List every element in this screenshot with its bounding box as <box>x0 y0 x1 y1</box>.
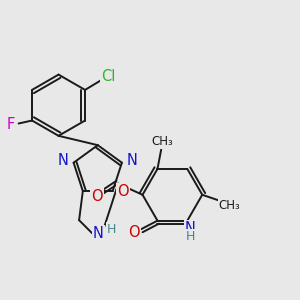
Text: CH₃: CH₃ <box>151 135 173 148</box>
Text: Cl: Cl <box>101 69 116 84</box>
Text: N: N <box>127 153 138 168</box>
Text: N: N <box>93 226 104 242</box>
Text: H: H <box>107 223 116 236</box>
Text: O: O <box>117 184 129 199</box>
Text: O: O <box>128 226 140 241</box>
Text: H: H <box>186 230 195 243</box>
Text: N: N <box>58 153 69 168</box>
Text: F: F <box>6 117 14 132</box>
Text: CH₃: CH₃ <box>219 199 240 212</box>
Text: N: N <box>185 221 196 236</box>
Text: O: O <box>91 189 103 204</box>
